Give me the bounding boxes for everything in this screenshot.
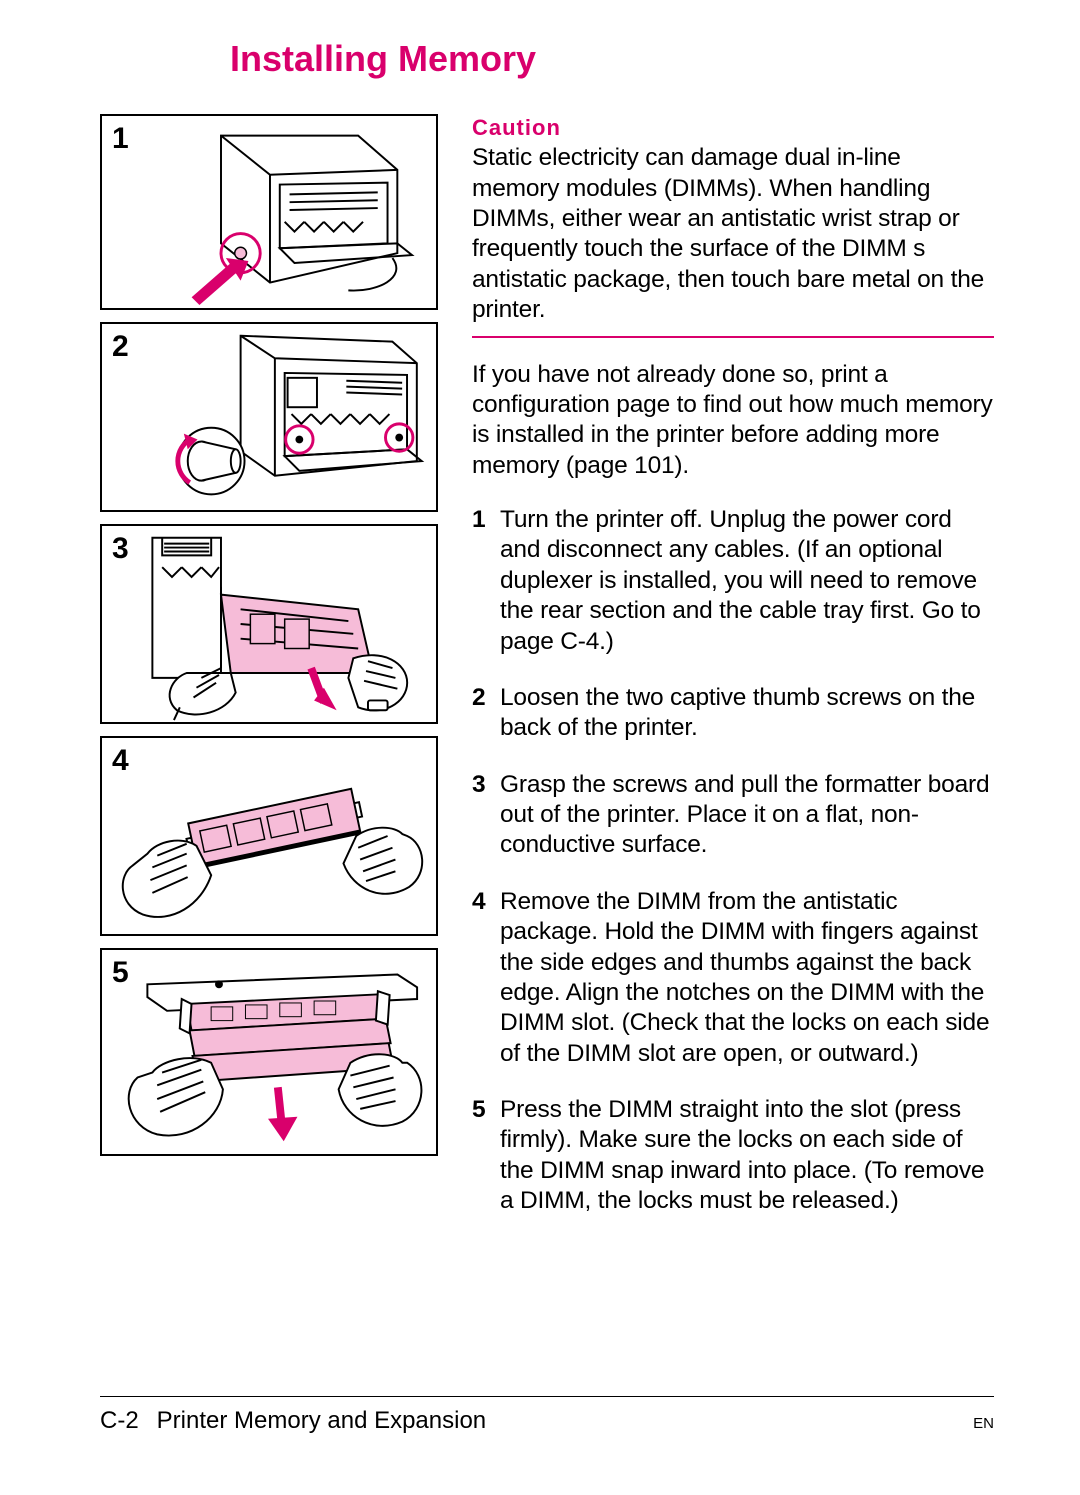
step-number: 1 <box>472 505 485 535</box>
intro-paragraph: If you have not already done so, print a… <box>472 360 994 482</box>
figure-number: 1 <box>112 122 129 156</box>
caution-text: Static electricity can damage dual in-li… <box>472 143 994 325</box>
caution-box: Caution Static electricity can damage du… <box>472 114 994 338</box>
figure-number: 3 <box>112 532 129 566</box>
figure-3: 3 <box>100 524 438 724</box>
step-2: 2 Loosen the two captive thumb screws on… <box>500 683 994 744</box>
figure-number: 4 <box>112 744 129 778</box>
step-number: 4 <box>472 887 485 917</box>
page-footer: C-2 Printer Memory and Expansion EN <box>100 1396 994 1435</box>
text-column: Caution Static electricity can damage du… <box>472 114 994 1243</box>
footer-page-number: C-2 <box>100 1407 139 1435</box>
page-title: Installing Memory <box>230 38 994 80</box>
caution-label: Caution <box>472 114 994 141</box>
footer-lang: EN <box>973 1415 994 1432</box>
step-text: Press the DIMM straight into the slot (p… <box>500 1096 984 1214</box>
figure-1: 1 <box>100 114 438 310</box>
step-text: Grasp the screws and pull the formatter … <box>500 771 989 859</box>
step-3: 3 Grasp the screws and pull the formatte… <box>500 770 994 861</box>
step-5: 5 Press the DIMM straight into the slot … <box>500 1095 994 1217</box>
figure-5: 5 <box>100 948 438 1156</box>
step-text: Loosen the two captive thumb screws on t… <box>500 684 975 741</box>
step-4: 4 Remove the DIMM from the antistatic pa… <box>500 887 994 1069</box>
figure-number: 5 <box>112 956 129 990</box>
step-number: 2 <box>472 683 485 713</box>
footer-section: Printer Memory and Expansion <box>157 1407 486 1435</box>
step-number: 3 <box>472 770 485 800</box>
steps-list: 1 Turn the printer off. Unplug the power… <box>472 505 994 1217</box>
figure-4: 4 <box>100 736 438 936</box>
figures-column: 1 <box>100 114 438 1243</box>
step-text: Remove the DIMM from the antistatic pack… <box>500 888 989 1067</box>
figure-number: 2 <box>112 330 129 364</box>
step-text: Turn the printer off. Unplug the power c… <box>500 506 981 655</box>
figure-2: 2 <box>100 322 438 512</box>
step-number: 5 <box>472 1095 485 1125</box>
step-1: 1 Turn the printer off. Unplug the power… <box>500 505 994 657</box>
content-columns: 1 <box>100 114 994 1243</box>
